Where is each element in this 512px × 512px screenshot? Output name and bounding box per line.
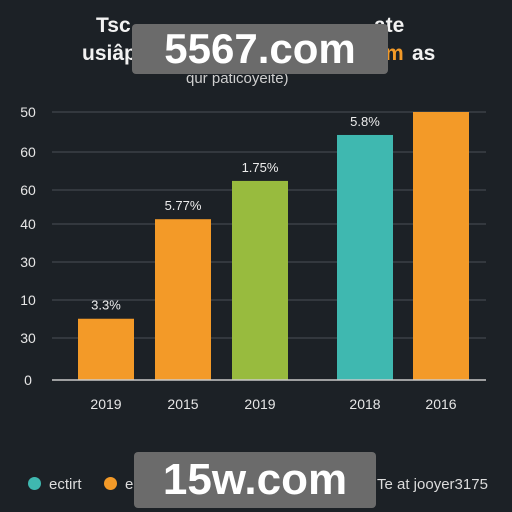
y-tick-label: 60 — [20, 182, 36, 198]
x-tick-label: 2016 — [425, 396, 456, 412]
data-label: 5.8% — [350, 114, 380, 129]
x-tick-label: 2015 — [167, 396, 198, 412]
x-tick-label: 2019 — [244, 396, 275, 412]
legend-label-1: ectirt — [49, 476, 82, 493]
y-tick-label: 30 — [20, 254, 36, 270]
data-label: 5.77% — [165, 198, 202, 213]
y-tick-label: 10 — [20, 292, 36, 308]
legend-label-3: Te at jooyer3175 — [377, 476, 488, 493]
legend-label-2: e — [125, 476, 134, 493]
legend-item-1: ectirt — [28, 476, 82, 493]
data-label: 1.75% — [242, 160, 279, 175]
y-tick-label: 0 — [24, 372, 32, 388]
bar — [413, 112, 469, 380]
watermark-bottom: 15w.com — [134, 452, 376, 508]
bar — [337, 134, 393, 380]
chart-title-line-1: Tsc ate — [96, 14, 404, 38]
x-tick-label: 2018 — [349, 396, 380, 412]
legend-marker-1 — [28, 477, 41, 490]
legend-marker-2 — [104, 477, 117, 490]
y-tick-label: 30 — [20, 330, 36, 346]
title-line-2-accent: m — [385, 42, 404, 65]
chart-title-line-2: usiâp m as — [82, 42, 435, 66]
bar — [232, 180, 288, 380]
title-line-2-left: usiâp — [82, 42, 137, 65]
title-line-1-left: Tsc — [96, 14, 131, 37]
y-tick-label: 60 — [20, 144, 36, 160]
bar — [78, 318, 134, 380]
bar — [155, 219, 211, 380]
y-tick-label: 40 — [20, 216, 36, 232]
legend-item-2: e — [104, 476, 133, 493]
x-tick-label: 2019 — [90, 396, 121, 412]
data-label: 3.3% — [91, 298, 121, 313]
title-line-2-right: as — [412, 42, 436, 65]
chart-legend: ectirt e Te at jooyer3175 — [0, 476, 512, 500]
legend-item-3: Te at jooyer3175 — [377, 476, 488, 493]
y-tick-label: 50 — [20, 104, 36, 120]
watermark-top: 5567.com — [132, 24, 388, 74]
chart-subtitle: qur paticoyeite) — [186, 70, 289, 87]
